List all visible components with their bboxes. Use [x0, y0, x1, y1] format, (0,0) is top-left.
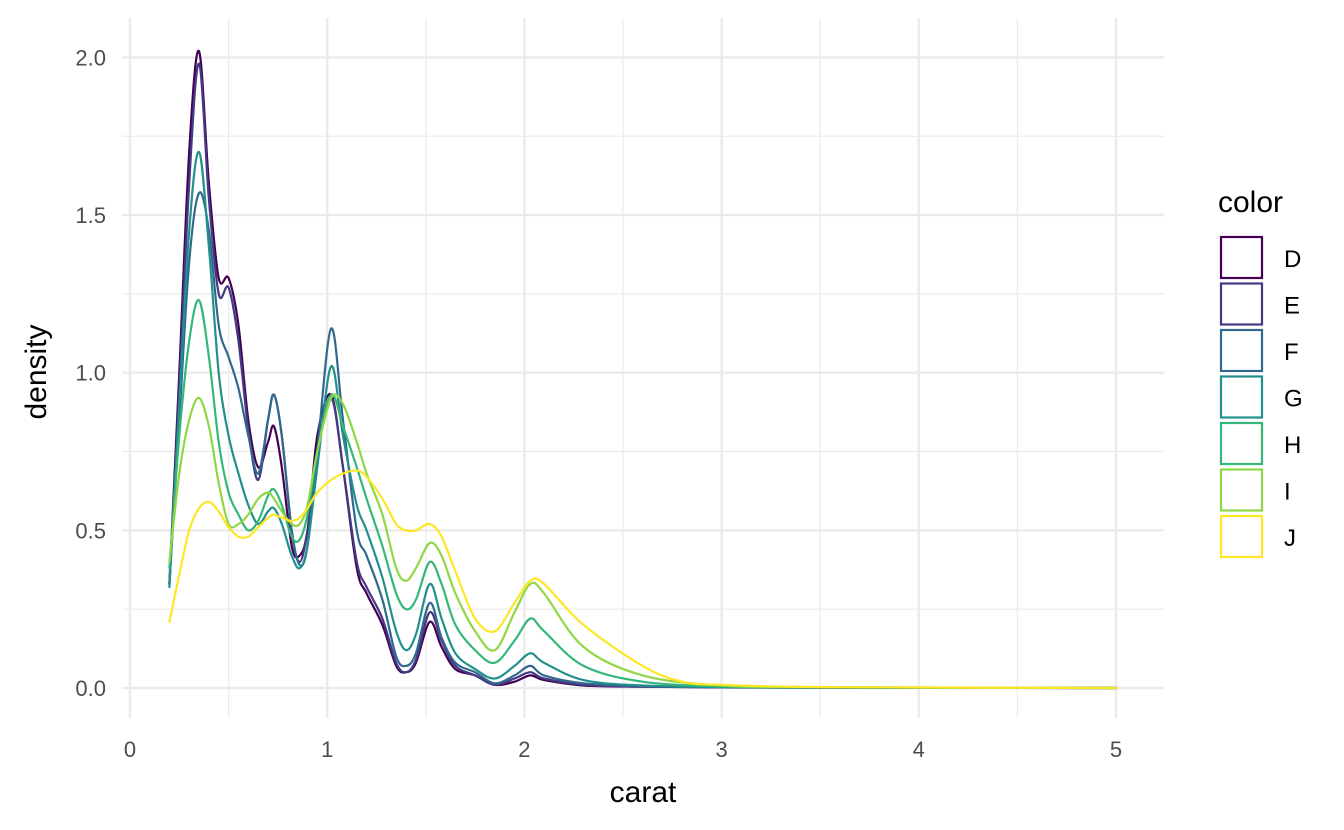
legend-key-h [1219, 421, 1264, 466]
legend-key-e [1219, 282, 1264, 326]
legend-label-d: D [1284, 246, 1301, 273]
legend-label-f: F [1284, 339, 1299, 366]
y-tick-label: 0.5 [75, 518, 106, 543]
legend-label-g: G [1284, 386, 1303, 413]
legend-key-d [1219, 235, 1264, 280]
legend-key-j [1219, 514, 1264, 559]
y-tick-label: 0.0 [75, 676, 106, 701]
density-curve-g [168, 150, 1118, 690]
density-curve-i [168, 393, 1118, 690]
x-tick-label: 3 [715, 737, 727, 762]
density-curve-d [168, 49, 1118, 690]
density-curve-h [168, 299, 1118, 690]
legend-title: color [1218, 186, 1283, 219]
y-tick-label: 1.5 [75, 203, 106, 228]
axis-ticks: 0 1 2 3 4 5 0.0 0.5 1.0 1.5 2.0 [75, 45, 1122, 762]
legend-key-g [1219, 375, 1264, 419]
y-tick-label: 2.0 [75, 45, 106, 70]
legend-label-h: H [1284, 432, 1301, 459]
legend-label-e: E [1284, 293, 1300, 320]
legend-label-j: J [1284, 525, 1296, 552]
x-tick-label: 4 [913, 737, 925, 762]
legend-key-f [1219, 328, 1264, 373]
x-tick-label: 5 [1110, 737, 1122, 762]
legend-key-i [1219, 468, 1264, 512]
legend-label-i: I [1284, 479, 1291, 506]
y-axis-title: density [20, 324, 53, 419]
x-tick-label: 0 [124, 737, 136, 762]
x-tick-label: 2 [518, 737, 530, 762]
density-curves [168, 49, 1118, 690]
x-tick-label: 1 [321, 737, 333, 762]
density-curve-j [168, 469, 1118, 690]
density-curve-e [168, 62, 1118, 690]
density-curve-f [168, 191, 1118, 690]
grid-lines [122, 18, 1164, 718]
y-tick-label: 1.0 [75, 361, 106, 386]
x-axis-title: carat [610, 776, 677, 809]
